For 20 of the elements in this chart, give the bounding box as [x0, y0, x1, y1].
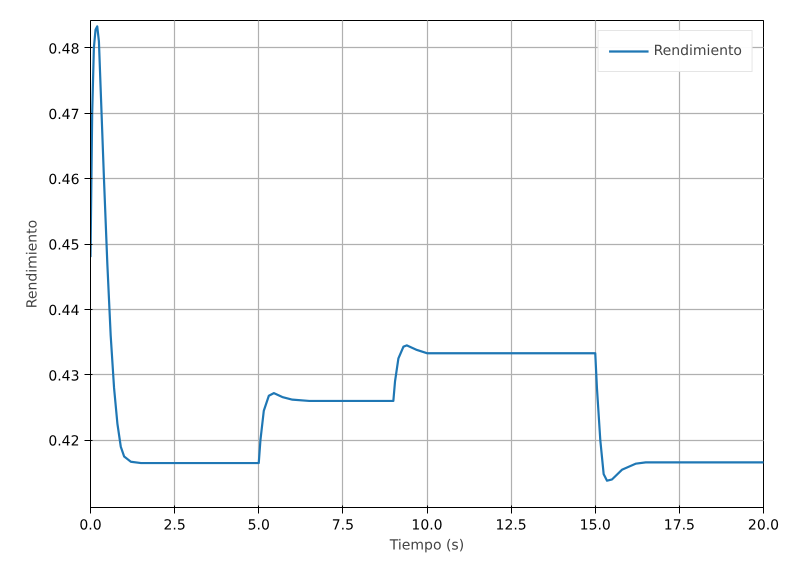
y-tick-label: 0.44: [48, 302, 80, 319]
y-tick-label: 0.42: [48, 434, 80, 450]
line-series: [90, 25, 764, 482]
y-axis-title: Rendimiento: [24, 220, 40, 308]
x-axis-title: Tiempo (s): [388, 538, 464, 554]
x-tick-label: 2.5: [163, 518, 186, 534]
y-tick-label: 0.46: [48, 172, 80, 188]
x-tick-label: 12.5: [496, 518, 527, 534]
x-tick-label: 17.5: [664, 518, 695, 534]
x-tick-label: 15.0: [580, 518, 611, 534]
y-tick-label: 0.43: [48, 368, 80, 384]
legend-label: Rendimiento: [654, 43, 742, 59]
y-tick-label: 0.47: [48, 106, 80, 123]
y-tick-label: 0.48: [48, 41, 80, 58]
y-tick-label: 0.45: [48, 238, 80, 254]
x-tick-label: 7.5: [332, 518, 354, 534]
x-tick-label: 5.0: [248, 518, 270, 534]
x-tick-label: 10.0: [411, 518, 443, 534]
x-tick-label: 20.0: [748, 518, 780, 534]
x-tick-label: 0.0: [79, 518, 102, 534]
